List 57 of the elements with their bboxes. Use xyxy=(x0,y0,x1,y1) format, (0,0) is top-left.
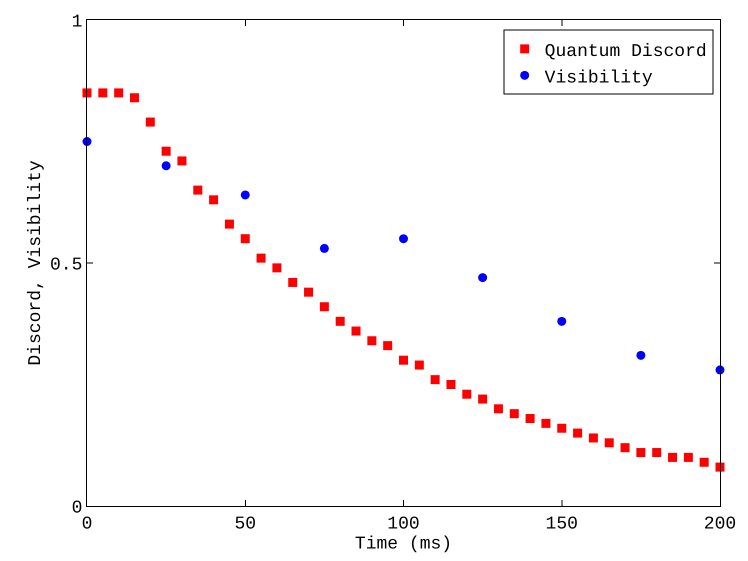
point xyxy=(256,254,266,263)
x-axis-title: Time (ms) xyxy=(354,534,452,555)
point xyxy=(336,316,345,326)
point xyxy=(462,390,472,399)
point xyxy=(224,220,234,229)
point xyxy=(510,409,519,418)
point xyxy=(193,186,202,195)
point xyxy=(557,424,566,433)
x-tick-label: 100 xyxy=(387,514,420,535)
point xyxy=(240,234,250,244)
point xyxy=(652,448,662,458)
point xyxy=(636,350,646,360)
point xyxy=(557,316,566,326)
point xyxy=(367,336,376,346)
point xyxy=(588,433,598,442)
point xyxy=(162,146,171,156)
point xyxy=(304,288,314,297)
point xyxy=(430,375,440,384)
point xyxy=(446,380,456,389)
point xyxy=(526,414,535,424)
point xyxy=(399,234,408,244)
point xyxy=(177,156,186,166)
point xyxy=(320,302,329,312)
point xyxy=(130,93,139,102)
legend-label: Quantum Discord xyxy=(544,42,707,62)
point xyxy=(478,273,488,282)
point xyxy=(700,458,709,467)
y-tick-label: 1 xyxy=(72,12,82,32)
point xyxy=(494,404,503,414)
x-tick-label: 200 xyxy=(704,514,736,535)
y-axis-title: Discord, Visibility xyxy=(26,160,46,366)
point xyxy=(114,88,124,98)
y-tick-label: 0 xyxy=(72,498,82,518)
point xyxy=(98,88,108,98)
point xyxy=(272,263,282,272)
point xyxy=(240,190,250,200)
point xyxy=(668,452,678,462)
x-tick-label: 50 xyxy=(234,514,256,535)
point xyxy=(146,118,155,127)
point xyxy=(604,438,614,448)
point xyxy=(383,341,392,350)
y-tick-label: 0.5 xyxy=(50,255,82,276)
point xyxy=(541,418,550,428)
point xyxy=(399,356,408,365)
point xyxy=(209,195,218,204)
point xyxy=(414,360,424,370)
point xyxy=(573,428,582,438)
x-tick-label: 150 xyxy=(546,514,578,535)
legend-label: Visibility xyxy=(544,68,653,88)
point xyxy=(162,161,171,170)
point xyxy=(478,394,488,404)
point xyxy=(684,452,693,462)
point xyxy=(636,448,646,458)
point xyxy=(352,326,361,336)
point xyxy=(620,443,630,452)
point xyxy=(320,244,329,253)
point xyxy=(288,278,298,287)
